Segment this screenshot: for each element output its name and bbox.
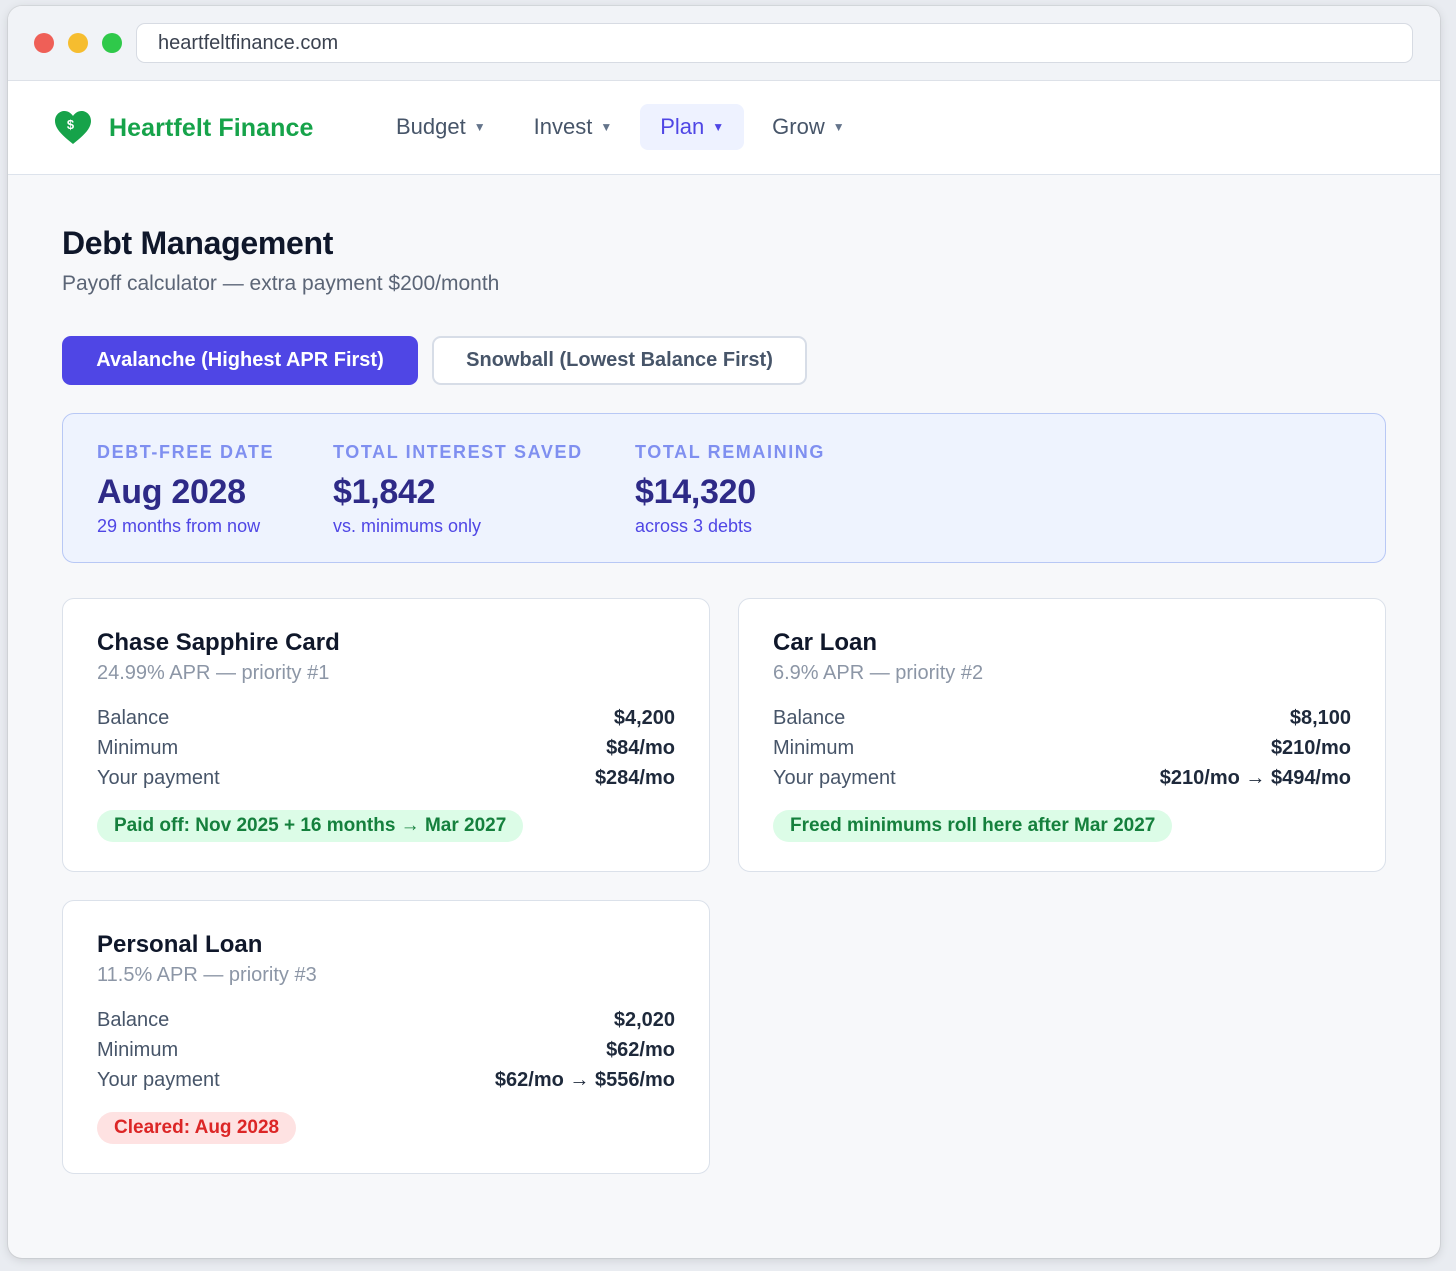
debt-card-chase-sapphire[interactable]: Chase Sapphire Card 24.99% APR — priorit… [62, 598, 710, 872]
detail-label: Minimum [773, 737, 855, 759]
caret-down-icon: ▼ [473, 120, 486, 134]
detail-row: Balance $2,020 [97, 1005, 675, 1035]
detail-row: Minimum $210/mo [773, 733, 1351, 763]
top-navbar: $ Heartfelt Finance Budget ▼ Invest ▼ Pl… [8, 81, 1440, 175]
brand-name: Heartfelt Finance [109, 113, 314, 142]
detail-value: $4,200 [613, 707, 675, 729]
detail-label: Balance [773, 707, 846, 729]
caret-down-icon: ▼ [832, 120, 845, 134]
brand-logo[interactable]: $ Heartfelt Finance [54, 110, 314, 146]
nav-item-label: Plan [660, 114, 705, 139]
status-badge: Freed minimums roll here after Mar 2027 [773, 810, 1173, 842]
detail-row: Your payment $284/mo [97, 763, 675, 793]
stat-interest-saved: TOTAL INTEREST SAVED $1,842 vs. minimums… [333, 442, 583, 537]
debt-apr-priority: 6.9% APR — priority #2 [773, 662, 984, 684]
detail-value: $84/mo [606, 737, 675, 759]
detail-label: Balance [97, 1009, 170, 1031]
maximize-window-button[interactable] [102, 33, 122, 53]
detail-label: Minimum [97, 737, 179, 759]
detail-label: Balance [97, 707, 170, 729]
summary-panel: DEBT-FREE DATE Aug 2028 29 months from n… [62, 413, 1386, 563]
detail-label: Your payment [97, 1069, 220, 1091]
debt-details: Balance $4,200 Minimum $84/mo Your payme… [97, 703, 675, 793]
nav-item-label: Grow [772, 114, 825, 139]
stat-label: DEBT-FREE DATE [97, 442, 275, 462]
svg-text:$: $ [67, 117, 75, 132]
detail-value: $210/mo [1270, 737, 1351, 759]
debt-apr-priority: 24.99% APR — priority #1 [97, 662, 330, 684]
detail-row: Minimum $62/mo [97, 1035, 675, 1065]
browser-titlebar: heartfeltfinance.com [8, 6, 1440, 81]
strategy-tabs: Avalanche (Highest APR First) Snowball (… [62, 336, 1386, 385]
detail-label: Your payment [97, 767, 220, 789]
page-title: Debt Management [62, 225, 334, 261]
main-content: Debt Management Payoff calculator — extr… [62, 176, 1386, 1178]
page-subtitle: Payoff calculator — extra payment $200/m… [62, 272, 500, 295]
browser-window: heartfeltfinance.com $ Heartfelt Finance… [8, 6, 1440, 1258]
detail-row: Balance $4,200 [97, 703, 675, 733]
minimize-window-button[interactable] [68, 33, 88, 53]
nav-item-label: Budget [396, 114, 466, 139]
debt-name: Car Loan [773, 629, 878, 656]
tab-snowball[interactable]: Snowball (Lowest Balance First) [432, 336, 807, 385]
debt-details: Balance $8,100 Minimum $210/mo Your paym… [773, 703, 1351, 793]
status-badge: Cleared: Aug 2028 [97, 1112, 297, 1144]
stat-value: $1,842 [333, 473, 436, 511]
detail-row: Your payment $210/mo → $494/mo [773, 763, 1351, 793]
nav-item-label: Invest [533, 114, 593, 139]
nav-item-grow[interactable]: Grow ▼ [752, 104, 864, 150]
stat-debt-free-date: DEBT-FREE DATE Aug 2028 29 months from n… [97, 442, 274, 537]
heart-dollar-icon: $ [55, 111, 91, 144]
debt-card-car-loan[interactable]: Car Loan 6.9% APR — priority #2 Balance … [738, 598, 1386, 872]
stat-label: TOTAL INTEREST SAVED [333, 442, 583, 462]
debt-name: Chase Sapphire Card [97, 629, 340, 656]
status-badge: Paid off: Nov 2025 + 16 months → Mar 202… [97, 810, 524, 842]
debt-card-personal-loan[interactable]: Personal Loan 11.5% APR — priority #3 Ba… [62, 900, 710, 1174]
detail-value: $8,100 [1289, 707, 1351, 729]
stat-note: across 3 debts [635, 516, 753, 536]
caret-down-icon: ▼ [712, 120, 725, 134]
url-text: heartfeltfinance.com [158, 31, 339, 54]
nav-item-invest[interactable]: Invest ▼ [514, 104, 633, 150]
debt-cards: Chase Sapphire Card 24.99% APR — priorit… [62, 598, 1386, 1178]
tab-avalanche[interactable]: Avalanche (Highest APR First) [62, 336, 418, 385]
detail-row: Balance $8,100 [773, 703, 1351, 733]
nav-item-plan[interactable]: Plan ▼ [640, 104, 745, 150]
address-bar[interactable]: heartfeltfinance.com [136, 23, 1413, 63]
stat-total-remaining: TOTAL REMAINING $14,320 across 3 debts [635, 442, 825, 537]
detail-value: $210/mo → $494/mo [1159, 767, 1351, 789]
debt-apr-priority: 11.5% APR — priority #3 [97, 964, 317, 986]
close-window-button[interactable] [34, 33, 54, 53]
nav-item-budget[interactable]: Budget ▼ [376, 104, 506, 150]
detail-value: $2,020 [613, 1009, 675, 1031]
detail-label: Your payment [773, 767, 896, 789]
detail-value: $62/mo → $556/mo [494, 1069, 675, 1091]
detail-label: Minimum [97, 1039, 179, 1061]
detail-value: $284/mo [594, 767, 675, 789]
stat-label: TOTAL REMAINING [635, 442, 825, 462]
debt-name: Personal Loan [97, 931, 263, 958]
detail-value: $62/mo [606, 1039, 675, 1061]
stat-value: Aug 2028 [97, 473, 246, 511]
main-nav: Budget ▼ Invest ▼ Plan ▼ Grow ▼ [376, 104, 873, 150]
caret-down-icon: ▼ [600, 120, 613, 134]
stat-note: vs. minimums only [333, 516, 482, 536]
stat-note: 29 months from now [97, 516, 261, 536]
detail-row: Minimum $84/mo [97, 733, 675, 763]
debt-details: Balance $2,020 Minimum $62/mo Your payme… [97, 1005, 675, 1095]
stat-value: $14,320 [635, 473, 756, 511]
detail-row: Your payment $62/mo → $556/mo [97, 1065, 675, 1095]
